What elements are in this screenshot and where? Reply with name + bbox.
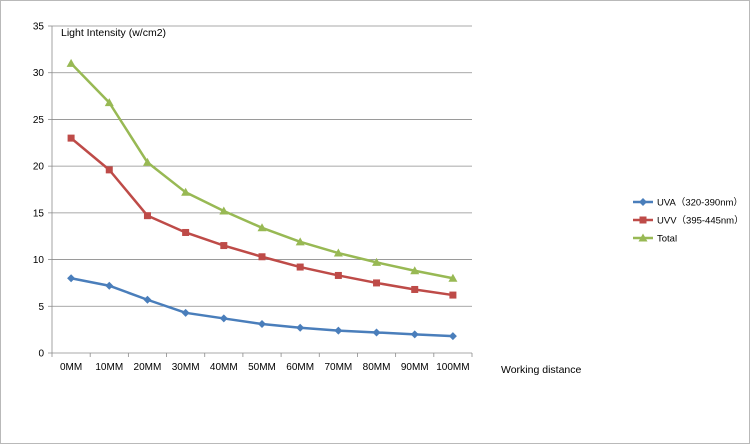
data-point [296,263,304,271]
data-point [449,291,457,299]
y-tick-label: 15 [33,208,45,219]
x-tick-label: 60MM [286,362,314,373]
y-tick-label: 25 [33,115,45,126]
data-point [143,295,152,304]
series-line [70,137,454,297]
y-axis-title: Light Intensity (w/cm2) [61,27,166,39]
data-point [220,242,228,250]
y-tick-label: 0 [38,349,44,360]
data-point [410,266,420,275]
legend-label: UVA（320-390nm） [657,197,743,209]
legend-label: UVV（395-445nm） [657,215,744,227]
data-point [258,320,266,329]
data-point [411,285,419,293]
y-tick-label: 30 [33,68,45,79]
x-tick-label: 30MM [172,362,200,373]
data-point [67,274,76,283]
y-tick-label: 35 [33,22,45,33]
axes [48,25,473,357]
data-point [181,187,191,196]
data-point [448,273,458,282]
x-tick-label: 20MM [134,362,162,373]
data-point [67,134,75,142]
data-point [334,271,342,279]
legend-marker [638,233,648,242]
data-point [295,237,305,246]
data-point [410,330,419,339]
data-point [142,157,152,166]
y-axis-ticks: 0 5 10 15 20 25 30 35 [33,22,45,360]
y-tick-label: 5 [38,302,44,313]
data-point [105,281,114,290]
data-point [448,332,457,341]
data-point [105,166,113,174]
data-point [219,206,229,215]
data-point [104,98,114,107]
gridlines [52,25,472,307]
legend: UVA（320-390nm） UVV（395-445nm） Total [633,197,744,245]
legend-marker [639,216,647,224]
data-point [219,314,228,323]
x-tick-label: 70MM [324,362,352,373]
x-axis-title: Working distance [501,364,582,376]
data-point [66,58,76,67]
data-point [373,279,381,287]
x-tick-label: 90MM [401,362,429,373]
data-point [182,228,190,236]
data-point [334,326,343,335]
x-tick-label: 10MM [95,362,123,373]
x-tick-label: 0MM [60,362,82,373]
x-tick-label: 80MM [363,362,391,373]
y-tick-label: 10 [33,255,45,266]
legend-marker [639,198,647,206]
x-axis-ticks: 0MM 10MM 20MM 30MM 40MM 50MM 60MM 70MM 80MM 90MM 1… [60,362,470,373]
data-point [257,223,267,232]
data-point [372,257,382,266]
data-point [181,308,190,317]
x-tick-label: 50MM [248,362,276,373]
data-point [143,212,151,220]
x-tick-label: 40MM [210,362,238,373]
y-tick-label: 20 [33,162,45,173]
x-tick-label: 100MM [436,362,469,373]
series-line [70,62,454,280]
legend-label: Total [657,234,677,245]
series-group [66,58,458,341]
data-point [333,248,343,257]
data-point [296,323,305,332]
data-point [258,253,266,261]
data-point [372,328,381,337]
